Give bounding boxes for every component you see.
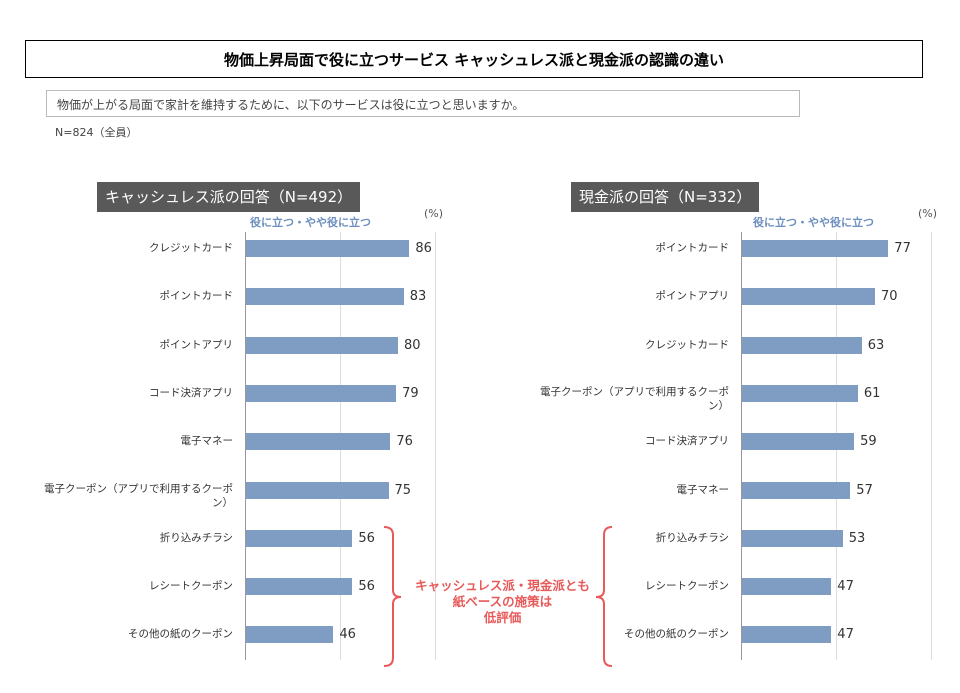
value-label: 47 — [837, 579, 854, 595]
category-label: ポイントアプリ — [159, 338, 234, 351]
right-chart-title: 現金派の回答（N=332） — [571, 182, 760, 212]
page-title: 物価上昇局面で役に立つサービス キャッシュレス派と現金派の認識の違い — [25, 40, 923, 78]
value-label: 59 — [860, 434, 877, 450]
bar — [246, 578, 353, 596]
category-label: 電子マネー — [676, 483, 730, 496]
value-label: 86 — [415, 241, 432, 256]
bar — [246, 288, 404, 306]
bar — [246, 384, 397, 402]
bar — [246, 240, 410, 257]
value-label: 57 — [856, 482, 873, 498]
bar — [742, 384, 858, 402]
bar — [742, 288, 875, 306]
bar — [742, 578, 832, 596]
category-label: 電子クーポン（アプリで利用するクーポン） — [44, 482, 233, 509]
sample-size: N=824（全員） — [55, 126, 138, 139]
left-chart-title: キャッシュレス派の回答（N=492） — [97, 182, 361, 212]
axis-line — [245, 232, 246, 660]
annotation-line: キャッシュレス派・現金派とも — [415, 578, 590, 593]
category-label: レシートクーポン — [645, 580, 729, 593]
category-label: 折り込みチラシ — [655, 531, 729, 544]
value-label: 77 — [894, 241, 911, 256]
bar — [742, 433, 855, 451]
annotation-line: 低評価 — [483, 610, 522, 625]
bar — [246, 626, 334, 644]
bar — [246, 529, 353, 547]
bar — [246, 481, 389, 499]
value-label: 56 — [358, 530, 375, 546]
value-label: 79 — [402, 385, 419, 401]
right-bracket — [595, 526, 613, 667]
axis-line — [741, 232, 742, 660]
category-label: クレジットカード — [149, 242, 233, 254]
value-label: 83 — [409, 289, 427, 305]
bar — [742, 626, 832, 644]
annotation: キャッシュレス派・現金派とも 紙ベースの施策は 低評価 — [410, 578, 595, 626]
value-label: 47 — [837, 627, 854, 643]
right-series-label: 役に立つ・やや役に立つ — [753, 216, 874, 229]
bar — [742, 336, 862, 354]
category-label: コード決済アプリ — [645, 435, 729, 448]
gridline — [435, 232, 436, 660]
value-label: 76 — [396, 434, 413, 450]
right-unit: (%) — [918, 207, 938, 220]
annotation-line: 紙ベースの施策は — [452, 594, 553, 609]
category-label: レシートクーポン — [149, 580, 233, 593]
value-label: 75 — [394, 482, 412, 498]
category-label: ポイントアプリ — [655, 290, 730, 303]
category-label: 電子クーポン（アプリで利用するクーポン） — [540, 385, 729, 412]
gridline — [931, 232, 932, 660]
category-label: その他の紙のクーポン — [624, 628, 729, 641]
left-series-label: 役に立つ・やや役に立つ — [250, 216, 371, 229]
value-label: 70 — [881, 289, 898, 305]
value-label: 61 — [863, 385, 881, 401]
category-label: 折り込みチラシ — [159, 531, 233, 544]
value-label: 46 — [339, 627, 356, 643]
value-label: 63 — [867, 337, 885, 353]
category-label: クレジットカード — [645, 338, 729, 351]
bar — [742, 240, 889, 257]
bar — [246, 336, 398, 354]
question-text: 物価が上がる局面で家計を維持するために、以下のサービスは役に立つと思いますか。 — [46, 90, 800, 117]
value-label: 56 — [358, 579, 375, 595]
bar — [742, 529, 843, 547]
category-label: ポイントカード — [159, 290, 234, 303]
left-bracket — [383, 526, 402, 667]
value-label: 80 — [404, 337, 421, 353]
left-unit: (%) — [424, 207, 444, 220]
category-label: コード決済アプリ — [149, 386, 233, 399]
category-label: 電子マネー — [180, 435, 234, 448]
bar — [742, 481, 851, 499]
value-label: 53 — [848, 530, 866, 546]
bar — [246, 433, 391, 451]
category-label: その他の紙のクーポン — [128, 628, 233, 641]
category-label: ポイントカード — [655, 242, 730, 254]
